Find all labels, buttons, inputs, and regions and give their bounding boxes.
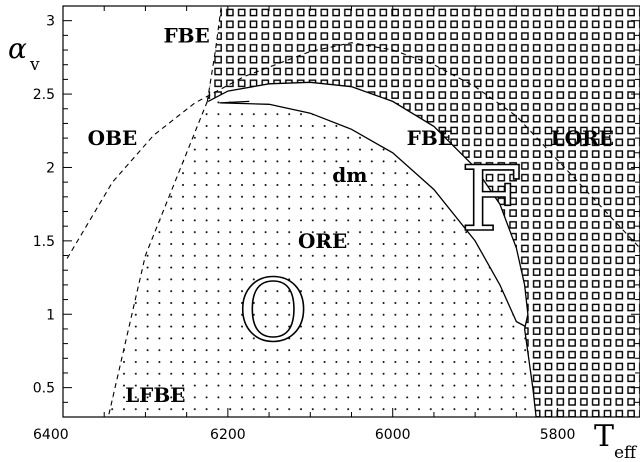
region-label: LORE [551, 126, 614, 150]
region-fills [108, 6, 640, 417]
axes [62, 5, 640, 418]
region-label: FBE [407, 126, 453, 150]
big-region-label-F: F [460, 147, 522, 252]
region-label: ORE [298, 229, 347, 253]
x-tick-label: 5800 [540, 427, 576, 443]
y-axis-title: α [8, 32, 27, 65]
x-axis-title: T [594, 419, 614, 454]
region-label: LFBE [125, 383, 185, 407]
solid-boundary-2 [523, 328, 537, 417]
solid-boundary-0 [219, 100, 525, 327]
y-tick-label: 3 [46, 14, 55, 30]
region-label: FBE [163, 23, 209, 47]
dashed-boundary-3 [66, 42, 640, 259]
x-tick-label: 6400 [33, 427, 69, 443]
dashed-boundary-4 [206, 6, 222, 102]
y-tick-label: 1.5 [33, 234, 55, 250]
dashed-boundary-5 [107, 101, 208, 417]
y-tick-label: 0.5 [33, 381, 55, 397]
region-O-fill [108, 101, 537, 417]
region-label: OBE [88, 126, 138, 150]
x-axis-title-subscript: eff [614, 443, 638, 462]
y-tick-label: 2.5 [33, 87, 55, 103]
y-axis-title-subscript: v [29, 55, 40, 75]
tick-labels: 6400 6200 6000 5800 0.5 1 1.5 2 2.5 3 [33, 14, 576, 443]
big-region-label-O: O [238, 261, 309, 361]
x-tick-label: 6000 [375, 427, 411, 443]
y-tick-label: 2 [46, 160, 55, 176]
region-labels: FBE OBE FBE LORE dm ORE LFBE O F [88, 23, 614, 407]
region-F-fill [207, 6, 640, 417]
y-tick-label: 1 [46, 307, 55, 323]
region-label: dm [332, 163, 367, 187]
x-tick-label: 6200 [210, 427, 246, 443]
solid-boundary-1 [207, 81, 529, 330]
curves [66, 6, 640, 417]
